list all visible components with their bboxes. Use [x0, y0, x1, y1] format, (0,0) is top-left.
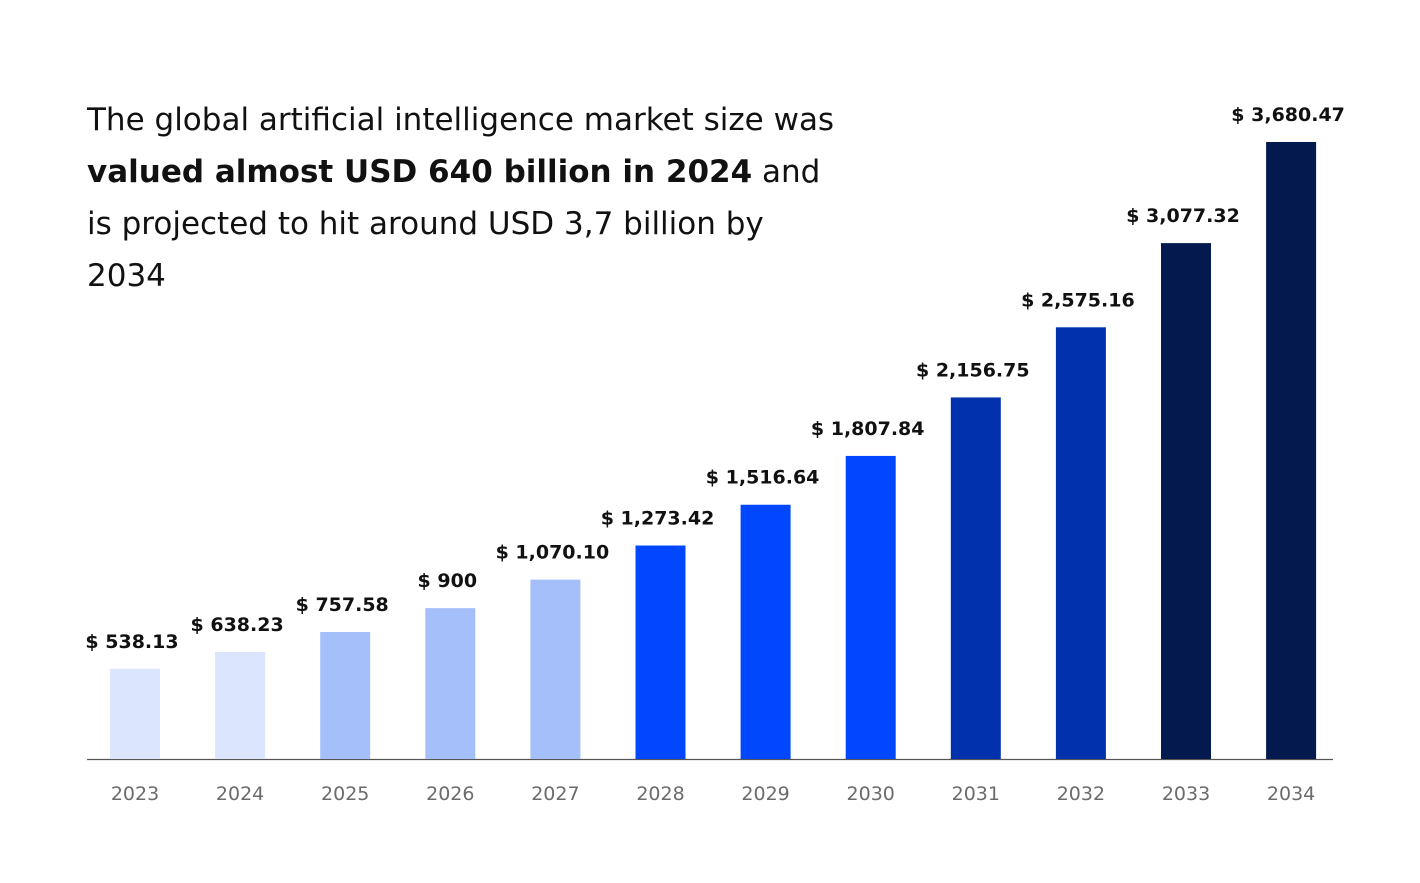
x-tick-2027: 2027 — [531, 783, 579, 805]
data-label-2027: $ 1,070.10 — [496, 542, 610, 564]
headline-part-1: The global artificial intelligence marke… — [87, 102, 835, 138]
data-label-2025: $ 757.58 — [296, 594, 389, 616]
x-tick-2029: 2029 — [741, 783, 789, 805]
data-label-2033: $ 3,077.32 — [1126, 205, 1240, 227]
data-label-2034: $ 3,680.47 — [1231, 104, 1345, 126]
bar-2027 — [530, 579, 581, 759]
x-tick-2024: 2024 — [216, 783, 264, 805]
x-tick-2031: 2031 — [952, 783, 1000, 805]
bar-2034 — [1266, 142, 1317, 759]
data-label-2030: $ 1,807.84 — [811, 418, 925, 440]
bar-2028 — [635, 545, 686, 759]
headline-part-2: and is projected to hit around USD 3,7 b… — [87, 154, 821, 294]
bar-2031 — [950, 397, 1001, 759]
x-tick-2025: 2025 — [321, 783, 369, 805]
bar-2024 — [215, 652, 266, 759]
bar-2029 — [740, 504, 791, 759]
data-label-2031: $ 2,156.75 — [916, 359, 1030, 381]
x-tick-2030: 2030 — [847, 783, 895, 805]
bar-2023 — [110, 668, 160, 759]
data-label-2026: $ 900 — [418, 570, 478, 592]
bar-2032 — [1055, 327, 1106, 759]
data-label-2028: $ 1,273.42 — [601, 508, 715, 530]
data-label-2024: $ 638.23 — [191, 614, 284, 636]
x-tick-2028: 2028 — [636, 783, 684, 805]
bar-2026 — [425, 608, 476, 759]
data-label-2023: $ 538.13 — [85, 631, 178, 653]
headline-text: The global artificial intelligence marke… — [87, 94, 847, 302]
headline-bold: valued almost USD 640 billion in 2024 — [87, 154, 753, 190]
x-tick-2032: 2032 — [1057, 783, 1105, 805]
x-tick-2034: 2034 — [1267, 783, 1315, 805]
data-label-2032: $ 2,575.16 — [1021, 289, 1135, 311]
bar-2025 — [320, 631, 371, 759]
bar-2030 — [845, 455, 896, 759]
data-label-2029: $ 1,516.64 — [706, 467, 820, 489]
x-tick-2033: 2033 — [1162, 783, 1210, 805]
x-tick-2026: 2026 — [426, 783, 474, 805]
x-tick-2023: 2023 — [111, 783, 159, 805]
bar-2033 — [1161, 243, 1211, 760]
